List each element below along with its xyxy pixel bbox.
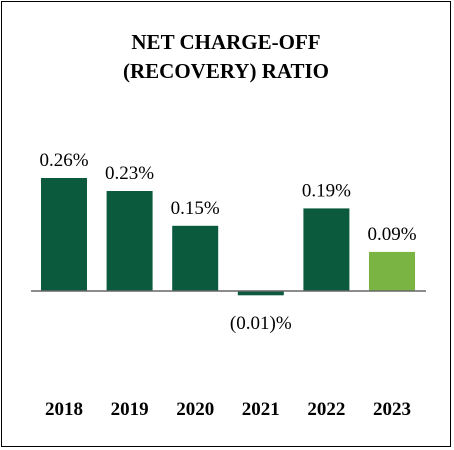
- bar-2018: [41, 178, 87, 291]
- value-label-2020: 0.15%: [171, 198, 220, 219]
- bar-2021: [237, 291, 284, 296]
- category-label-2021: 2021: [242, 399, 280, 420]
- bar-2020: [172, 225, 219, 291]
- value-label-2018: 0.26%: [39, 150, 88, 171]
- value-label-2021: (0.01)%: [230, 313, 292, 334]
- chart-title: NET CHARGE-OFF (RECOVERY) RATIO: [2, 28, 450, 86]
- chart-title-line-2: (RECOVERY) RATIO: [123, 59, 329, 83]
- value-label-2023: 0.09%: [367, 224, 416, 245]
- chart-title-line-1: NET CHARGE-OFF: [131, 30, 321, 54]
- value-label-2022: 0.19%: [302, 180, 351, 201]
- bar-2022: [303, 208, 350, 291]
- bar-2019: [106, 191, 153, 291]
- category-label-2022: 2022: [307, 399, 345, 420]
- category-label-2023: 2023: [373, 399, 411, 420]
- value-label-2019: 0.23%: [105, 163, 154, 184]
- category-label-2019: 2019: [111, 399, 149, 420]
- category-label-2020: 2020: [176, 399, 214, 420]
- bar-2023: [369, 251, 415, 291]
- category-label-2018: 2018: [45, 399, 83, 420]
